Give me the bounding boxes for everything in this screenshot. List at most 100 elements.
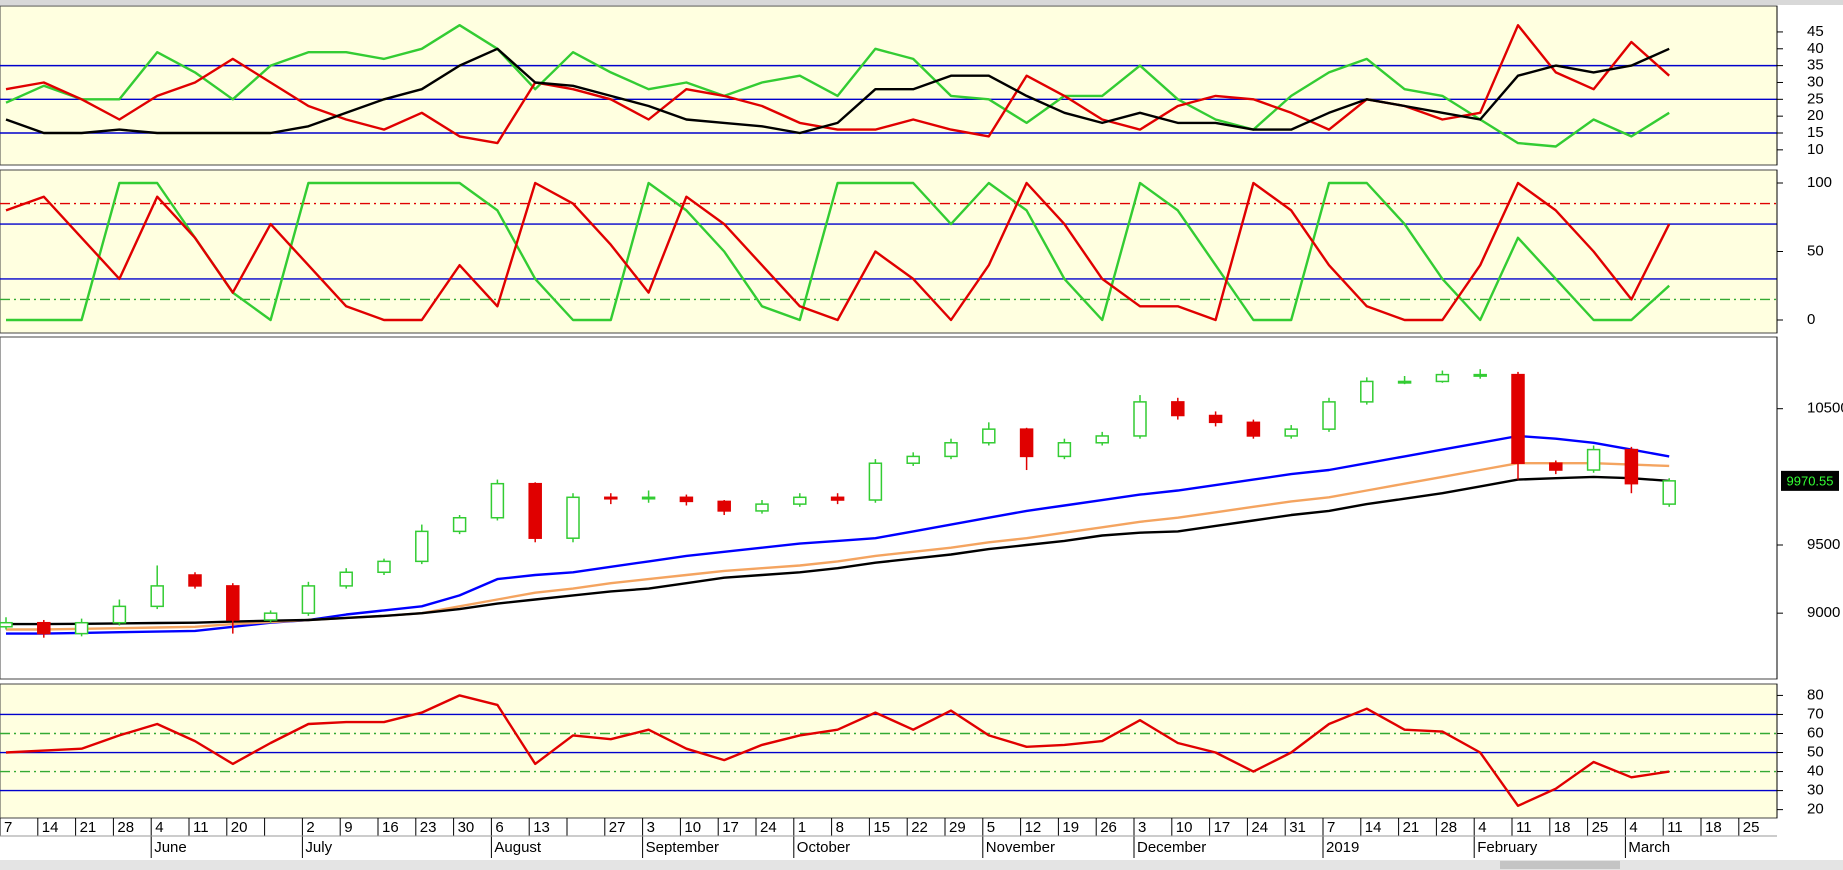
candle-body (263, 612, 278, 621)
x-tick-label: 15 (873, 819, 890, 836)
line-series (6, 181, 1671, 322)
line-series (5, 47, 1670, 135)
x-tick-label: 13 (533, 819, 550, 836)
x-tick-label: 7 (4, 819, 12, 836)
candle-body (1246, 421, 1261, 437)
x-tick-label: 6 (495, 819, 503, 836)
y-tick-label: 20 (1807, 801, 1824, 818)
candle-body (528, 482, 542, 539)
candle-body (982, 428, 996, 444)
candle-body (1624, 448, 1639, 485)
x-tick-label: 24 (1251, 819, 1268, 836)
y-tick-label: 9000 (1807, 604, 1840, 621)
x-tick-label: 1 (798, 819, 806, 836)
candle-body (377, 560, 391, 574)
candle-body (604, 496, 618, 500)
candle-body (452, 516, 467, 533)
candle-body (1057, 442, 1072, 458)
candle-body (226, 585, 240, 621)
x-tick-label: 24 (760, 819, 777, 836)
y-tick-label: 10500 (1807, 400, 1843, 417)
x-tick-label: 3 (647, 819, 655, 836)
x-tick-label: 14 (1365, 819, 1382, 836)
candle-body (1586, 448, 1601, 471)
y-tick-label: 9500 (1807, 536, 1840, 553)
x-tick-label: 12 (1025, 819, 1042, 836)
y-tick-label: 25 (1807, 90, 1824, 107)
candle-body (717, 500, 731, 512)
candle-body (1322, 401, 1336, 430)
x-tick-label: 4 (1478, 819, 1486, 836)
x-tick-label: 16 (382, 819, 399, 836)
last-price-label: 9970.55 (1787, 473, 1834, 488)
x-tick-label: 30 (458, 819, 475, 836)
x-tick-label: 21 (80, 819, 97, 836)
candle-body (1171, 401, 1185, 417)
candle-body (112, 605, 127, 624)
x-tick-label: 17 (1214, 819, 1231, 836)
x-tick-label: 20 (231, 819, 248, 836)
x-tick-label: 22 (911, 819, 928, 836)
candle-body (868, 462, 883, 501)
candle-body (1435, 373, 1450, 383)
scrollbar[interactable] (0, 860, 1843, 870)
month-label: September (646, 839, 719, 856)
scroll-thumb[interactable] (1500, 861, 1620, 869)
x-tick-label: 29 (949, 819, 966, 836)
x-tick-label: 10 (684, 819, 701, 836)
y-tick-label: 45 (1807, 23, 1824, 40)
y-tick-label: 10 (1807, 141, 1824, 158)
candle-body (906, 455, 920, 464)
candle-body (74, 621, 89, 635)
candle-body (37, 621, 51, 635)
candle-body (793, 496, 807, 505)
y-tick-label: 20 (1807, 107, 1824, 124)
x-tick-label: 25 (1592, 819, 1609, 836)
top-strip (0, 0, 1843, 5)
month-label: 2019 (1326, 839, 1359, 856)
y-tick-label: 0 (1807, 311, 1815, 328)
candle-body (1473, 373, 1487, 377)
candle-body (1397, 380, 1412, 384)
candle-body (339, 571, 353, 587)
candle-body (1208, 414, 1223, 424)
candle-body (944, 442, 958, 458)
y-tick-label: 80 (1807, 686, 1824, 703)
y-tick-label: 50 (1807, 242, 1824, 259)
x-tick-label: 28 (117, 819, 134, 836)
y-tick-label: 30 (1807, 782, 1824, 799)
candle-body (1019, 428, 1034, 458)
candle-body (1549, 462, 1563, 471)
line-series (6, 475, 1670, 626)
x-tick-label: 26 (1100, 819, 1117, 836)
candle-body (490, 482, 505, 519)
x-tick-label: 19 (1062, 819, 1079, 836)
month-label: November (986, 839, 1055, 856)
panel-background (0, 5, 1778, 166)
x-tick-label: 9 (344, 819, 352, 836)
y-tick-label: 15 (1807, 124, 1824, 141)
x-tick-label: 14 (42, 819, 59, 836)
x-tick-label: 11 (1516, 819, 1532, 836)
x-tick-label: 31 (1289, 819, 1306, 836)
x-tick-label: 2 (306, 819, 314, 836)
candle-body (566, 496, 580, 539)
line-series (5, 181, 1671, 322)
month-label: June (154, 839, 187, 856)
x-tick-label: 27 (609, 819, 626, 836)
x-tick-label: 10 (1176, 819, 1193, 836)
month-label: December (1137, 839, 1206, 856)
month-label: March (1628, 839, 1670, 856)
y-tick-label: 40 (1807, 40, 1824, 57)
candle-body (641, 496, 656, 500)
candle-body (1284, 428, 1298, 437)
x-tick-label: 23 (420, 819, 437, 836)
x-tick-label: 4 (155, 819, 163, 836)
month-label: October (797, 839, 850, 856)
y-tick-label: 40 (1807, 763, 1824, 780)
line-series (5, 24, 1670, 148)
x-tick-label: 18 (1554, 819, 1571, 836)
candle-body (1662, 480, 1676, 505)
candle-body (679, 496, 694, 503)
